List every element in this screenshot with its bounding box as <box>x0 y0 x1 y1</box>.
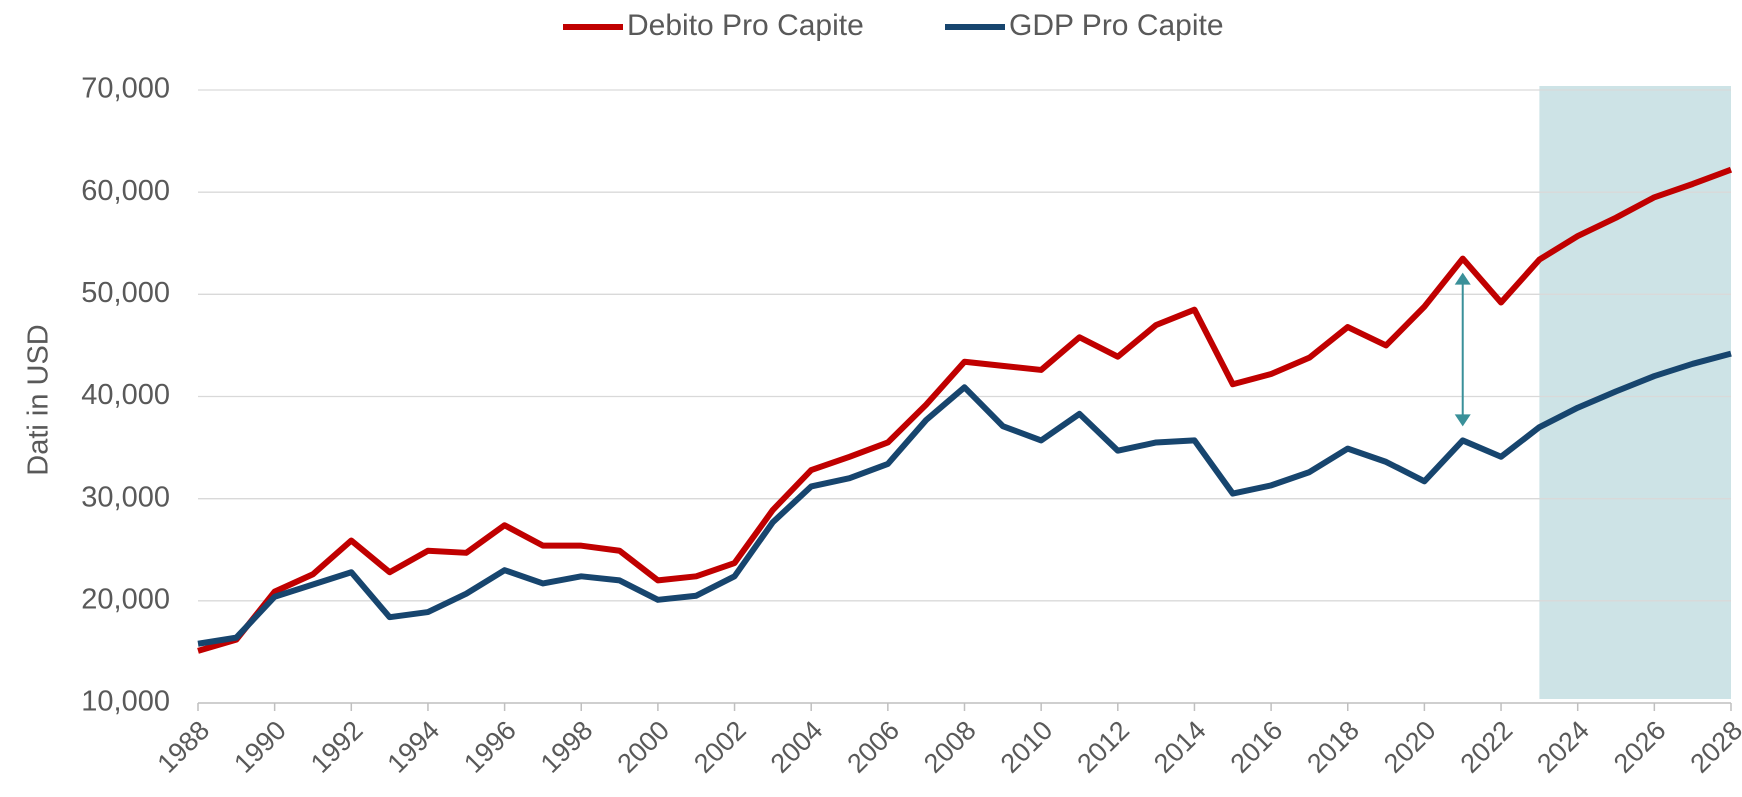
x-tick-label: 2026 <box>1608 715 1672 779</box>
y-tick-label: 50,000 <box>81 277 170 309</box>
x-tick-label: 2014 <box>1148 715 1212 779</box>
x-tick-label: 2022 <box>1455 715 1519 779</box>
y-tick-label: 30,000 <box>81 481 170 513</box>
x-tick-label: 2008 <box>918 715 982 779</box>
y-tick-label: 20,000 <box>81 583 170 615</box>
legend-label: Debito Pro Capite <box>627 9 864 42</box>
x-tick-label: 2004 <box>765 715 829 779</box>
legend-label: GDP Pro Capite <box>1009 9 1224 42</box>
y-tick-label: 10,000 <box>81 686 170 718</box>
y-tick-label: 40,000 <box>81 379 170 411</box>
x-tick-label: 1994 <box>382 715 446 779</box>
series-line <box>197 166 1733 654</box>
x-tick-label: 2012 <box>1071 715 1135 779</box>
arrow-head <box>1454 272 1471 285</box>
x-tick-label: 2010 <box>995 715 1059 779</box>
y-tick-label: 60,000 <box>81 175 170 207</box>
x-tick-label: 1996 <box>458 715 522 779</box>
x-tick-label: 2020 <box>1378 715 1442 779</box>
series-line <box>197 350 1732 647</box>
x-tick-label: 2002 <box>688 715 752 779</box>
x-tick-label: 2016 <box>1225 715 1289 779</box>
x-tick-label: 1998 <box>535 715 599 779</box>
x-tick-label: 2000 <box>611 715 675 779</box>
forecast-region <box>1539 86 1731 699</box>
x-tick-label: 1988 <box>152 715 216 779</box>
x-tick-label: 2018 <box>1301 715 1365 779</box>
x-tick-label: 1992 <box>305 715 369 779</box>
y-tick-label: 70,000 <box>81 73 170 105</box>
arrow-head <box>1454 414 1471 427</box>
y-axis-label: Dati in USD <box>23 324 55 476</box>
x-tick-label: 1990 <box>228 715 292 779</box>
x-tick-label: 2006 <box>841 715 905 779</box>
x-tick-label: 2024 <box>1531 715 1595 779</box>
x-tick-label: 2028 <box>1685 715 1742 779</box>
